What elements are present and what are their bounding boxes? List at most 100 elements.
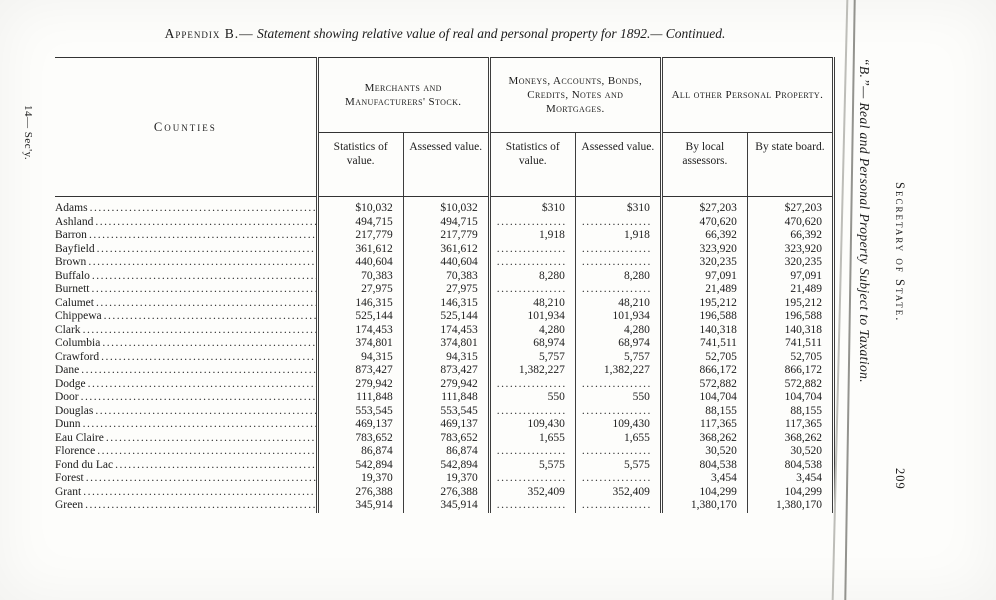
value-cell: 101,934 — [487, 310, 576, 324]
value-cell: 8,280 — [574, 269, 662, 283]
dot-leader — [97, 445, 315, 459]
table-row: Buffalo70,38370,3838,2808,28097,09197,09… — [55, 269, 836, 284]
value-cell: 276,388 — [402, 485, 490, 499]
value-cell: 572,882 — [746, 377, 836, 391]
table-row: Chippewa525,144525,144101,934101,934196,… — [55, 310, 836, 324]
value-cell: 86,874 — [315, 445, 404, 459]
title-text: Statement showing relative value of real… — [253, 26, 726, 41]
value-cell: 368,262 — [746, 431, 836, 445]
value-cell: 94,315 — [402, 350, 490, 364]
value-cell: ................ — [574, 404, 662, 418]
county-name: Door — [55, 391, 317, 405]
value-cell: 345,914 — [402, 499, 490, 513]
county-name: Burnett — [55, 283, 317, 297]
table-row: Clark174,453174,4534,2804,280140,318140,… — [55, 323, 836, 338]
value-cell: 111,848 — [315, 391, 404, 405]
value-cell: ................ — [487, 472, 576, 486]
county-name: Calumet — [55, 297, 317, 311]
value-cell: ................ — [574, 377, 662, 391]
county-name: Dodge — [55, 378, 317, 392]
value-cell: 374,801 — [402, 337, 490, 351]
property-value-table: Counties Merchants and Manufacturers' St… — [55, 57, 836, 513]
value-cell: 3,454 — [746, 472, 836, 486]
county-name: Grant — [55, 486, 317, 500]
table-row: Calumet146,315146,31548,21048,210195,212… — [55, 296, 836, 311]
value-cell: 320,235 — [746, 256, 836, 270]
value-cell: 553,545 — [315, 404, 404, 418]
table-row: Fond du Lac542,894542,8945,5755,575804,5… — [55, 458, 836, 472]
value-cell: 109,430 — [574, 418, 662, 432]
value-cell: 352,409 — [574, 485, 662, 499]
dot-leader — [81, 391, 316, 405]
table-row: Crawford94,31594,3155,7575,75752,70552,7… — [55, 350, 836, 365]
value-cell: 783,652 — [402, 431, 490, 445]
table-row: Brown440,604440,604.....................… — [55, 256, 836, 270]
value-cell: ................ — [487, 499, 576, 513]
value-cell: 117,365 — [746, 418, 836, 432]
value-cell: 70,383 — [402, 269, 490, 283]
sub-header-assessed-2: Assessed value. — [574, 132, 662, 197]
sub-header-local-assessors: By local assessors. — [659, 132, 748, 197]
value-cell: 217,779 — [402, 229, 490, 243]
value-cell: ................ — [574, 256, 662, 270]
value-cell: 4,280 — [574, 323, 662, 337]
value-cell: 94,315 — [315, 350, 404, 364]
value-cell: 1,382,227 — [487, 364, 576, 378]
value-cell: 146,315 — [315, 296, 404, 310]
value-cell: 174,453 — [315, 323, 404, 337]
dot-leader — [92, 270, 316, 284]
dot-leader — [104, 310, 316, 324]
dot-leader — [95, 216, 315, 230]
value-cell: 19,370 — [315, 472, 404, 486]
value-cell: 470,620 — [659, 215, 748, 229]
right-margin-caption: “B.”— Real and Personal Property Subject… — [857, 58, 872, 384]
county-name: Buffalo — [55, 270, 317, 284]
group-header-other-personal: All other Personal Property. — [659, 57, 836, 133]
value-cell: $10,032 — [315, 196, 404, 216]
value-cell: $27,203 — [659, 196, 748, 216]
table-row: Bayfield361,612361,612..................… — [55, 242, 836, 257]
value-cell: 1,380,170 — [659, 499, 748, 513]
value-cell: 68,974 — [574, 337, 662, 351]
dot-leader — [83, 418, 316, 432]
value-cell: 320,235 — [659, 256, 748, 270]
value-cell: ................ — [487, 242, 576, 256]
dot-leader — [97, 243, 316, 257]
value-cell: 140,318 — [659, 323, 748, 337]
value-cell: 140,318 — [746, 323, 836, 337]
table-row: Barron217,779217,7791,9181,91866,39266,3… — [55, 229, 836, 243]
value-cell: 174,453 — [402, 323, 490, 337]
value-cell: 1,918 — [487, 229, 576, 243]
value-cell: 1,382,227 — [574, 364, 662, 378]
table-row: Dunn469,137469,137109,430109,430117,3651… — [55, 418, 836, 432]
value-cell: 196,588 — [659, 310, 748, 324]
value-cell: $10,032 — [402, 196, 490, 216]
value-cell: 5,757 — [487, 350, 576, 364]
table-row: Adams$10,032$10,032$310$310$27,203$27,20… — [55, 196, 836, 216]
value-cell: 542,894 — [402, 458, 490, 472]
value-cell: 323,920 — [746, 242, 836, 256]
table-body: Adams$10,032$10,032$310$310$27,203$27,20… — [55, 196, 836, 513]
value-cell: 66,392 — [659, 229, 748, 243]
value-cell: ................ — [487, 404, 576, 418]
group-header-row: Counties Merchants and Manufacturers' St… — [55, 57, 836, 197]
county-name: Crawford — [55, 351, 317, 365]
value-cell: 873,427 — [315, 364, 404, 378]
value-cell: 804,538 — [659, 458, 748, 472]
left-margin-note: 14— Sec'y. — [22, 105, 34, 161]
county-name: Clark — [55, 324, 317, 338]
county-name: Ashland — [55, 216, 317, 230]
table-row: Dodge279,942279,942.....................… — [55, 377, 836, 392]
dot-leader — [89, 229, 316, 243]
value-cell: 352,409 — [487, 485, 576, 499]
value-cell: ................ — [487, 445, 576, 459]
dot-leader — [83, 324, 316, 338]
dot-leader — [88, 256, 315, 270]
sub-header-statistics-2: Statistics of value. — [487, 132, 576, 197]
value-cell: 52,705 — [659, 350, 748, 364]
page-title: Appendix B.— Statement showing relative … — [55, 26, 835, 42]
value-cell: ................ — [487, 377, 576, 391]
dot-leader — [86, 472, 316, 486]
county-name: Adams — [55, 197, 317, 216]
table-row: Douglas553,545553,545...................… — [55, 404, 836, 418]
